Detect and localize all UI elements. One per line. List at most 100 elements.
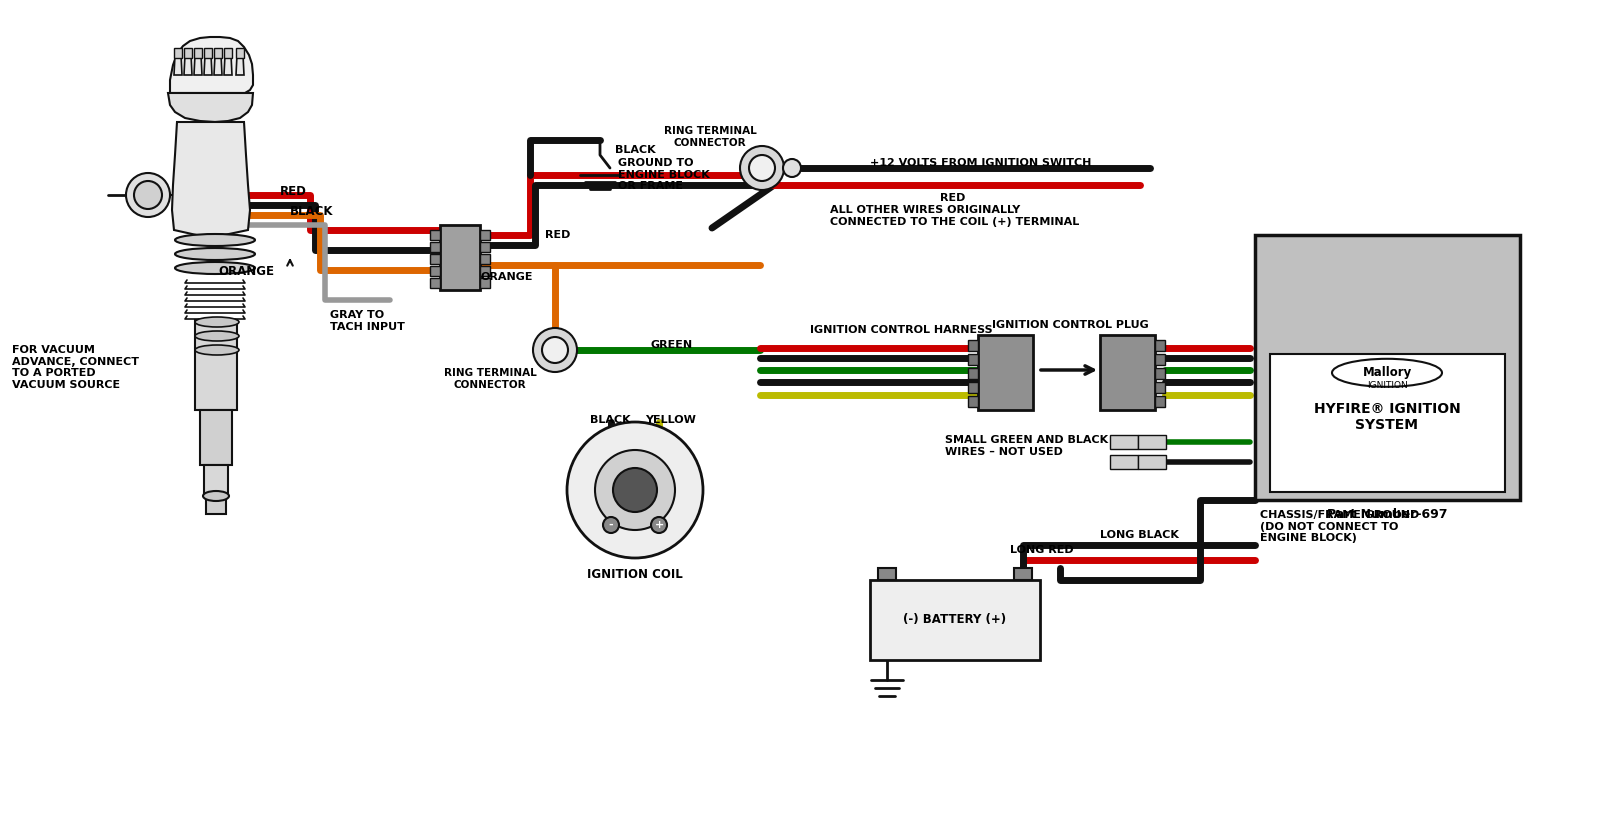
Bar [205, 48, 213, 58]
Circle shape [749, 155, 774, 181]
Bar [1101, 335, 1155, 410]
Polygon shape [237, 55, 245, 75]
Polygon shape [174, 55, 182, 75]
Polygon shape [205, 55, 213, 75]
Polygon shape [194, 55, 202, 75]
Bar [1254, 235, 1520, 500]
Polygon shape [214, 55, 222, 75]
Bar [968, 382, 978, 393]
Text: Mallory: Mallory [1362, 366, 1411, 379]
Ellipse shape [1331, 359, 1442, 387]
Bar [206, 496, 226, 514]
Bar [480, 266, 490, 276]
Text: FOR VACUUM
ADVANCE, CONNECT
TO A PORTED
VACUUM SOURCE: FOR VACUUM ADVANCE, CONNECT TO A PORTED … [13, 345, 139, 390]
Text: CHASSIS/FRAME GROUND
(DO NOT CONNECT TO
ENGINE BLOCK): CHASSIS/FRAME GROUND (DO NOT CONNECT TO … [1261, 510, 1419, 544]
Bar [440, 225, 480, 290]
Bar [224, 48, 232, 58]
Ellipse shape [174, 248, 254, 260]
Bar [480, 278, 490, 288]
Text: ORANGE: ORANGE [480, 272, 533, 282]
Bar [1014, 568, 1032, 580]
Ellipse shape [195, 317, 238, 327]
Bar [194, 48, 202, 58]
Polygon shape [184, 55, 192, 75]
Bar [430, 254, 440, 264]
Text: IGNITION COIL: IGNITION COIL [587, 568, 683, 581]
Text: BLACK: BLACK [290, 205, 333, 218]
Text: YELLOW: YELLOW [645, 415, 696, 425]
Bar [430, 230, 440, 240]
Ellipse shape [195, 331, 238, 341]
Bar [1155, 368, 1165, 379]
Circle shape [134, 181, 162, 209]
Bar [1254, 235, 1285, 355]
Circle shape [566, 422, 702, 558]
Text: GROUND TO
ENGINE BLOCK
OR FRAME: GROUND TO ENGINE BLOCK OR FRAME [618, 158, 710, 192]
Text: RING TERMINAL
CONNECTOR: RING TERMINAL CONNECTOR [664, 126, 757, 148]
Text: BLACK: BLACK [614, 145, 656, 155]
Bar [430, 278, 440, 288]
Circle shape [741, 146, 784, 190]
Text: HYFIRE® IGNITION
SYSTEM: HYFIRE® IGNITION SYSTEM [1314, 402, 1461, 432]
Bar [1110, 435, 1138, 449]
Bar [480, 254, 490, 264]
Bar [1138, 435, 1166, 449]
Bar [1402, 235, 1432, 355]
Bar [214, 48, 222, 58]
Bar [430, 266, 440, 276]
Bar [480, 242, 490, 252]
Polygon shape [224, 55, 232, 75]
Text: Part Number-697: Part Number-697 [1326, 508, 1448, 521]
Bar [968, 340, 978, 351]
Bar [968, 368, 978, 379]
Bar [1155, 354, 1165, 365]
Text: BLACK: BLACK [590, 415, 630, 425]
Text: IGNITION CONTROL HARNESS: IGNITION CONTROL HARNESS [810, 325, 992, 335]
Text: SMALL GREEN AND BLACK
WIRES – NOT USED: SMALL GREEN AND BLACK WIRES – NOT USED [946, 435, 1109, 456]
Bar [184, 48, 192, 58]
Bar [1270, 355, 1506, 492]
Bar [480, 230, 490, 240]
Text: ORANGE: ORANGE [218, 265, 274, 278]
Bar [1432, 235, 1461, 355]
Text: RED: RED [546, 230, 570, 240]
Bar [1461, 235, 1491, 355]
Text: IGNITION CONTROL PLUG: IGNITION CONTROL PLUG [992, 320, 1149, 330]
Text: +12 VOLTS FROM IGNITION SWITCH: +12 VOLTS FROM IGNITION SWITCH [870, 158, 1091, 168]
Text: LONG BLACK: LONG BLACK [1101, 530, 1179, 540]
Text: (-) BATTERY (+): (-) BATTERY (+) [904, 614, 1006, 627]
Text: GRAY TO
TACH INPUT: GRAY TO TACH INPUT [330, 310, 405, 332]
Text: IGNITION: IGNITION [1366, 381, 1408, 390]
Bar [174, 48, 182, 58]
Bar [237, 48, 245, 58]
Bar [1110, 455, 1138, 469]
Bar [968, 396, 978, 407]
Text: -: - [608, 520, 613, 530]
Polygon shape [170, 37, 253, 93]
Text: GREEN: GREEN [650, 340, 693, 350]
Bar [195, 320, 237, 410]
Ellipse shape [195, 345, 238, 355]
Bar [1373, 235, 1402, 355]
Circle shape [603, 517, 619, 533]
Circle shape [533, 328, 578, 372]
Bar [1155, 340, 1165, 351]
Text: RING TERMINAL
CONNECTOR: RING TERMINAL CONNECTOR [443, 368, 536, 390]
Bar [1155, 396, 1165, 407]
Bar [968, 354, 978, 365]
Polygon shape [173, 122, 250, 238]
Bar [200, 410, 232, 465]
Bar [1285, 235, 1314, 355]
Bar [1138, 455, 1166, 469]
Bar [1314, 235, 1344, 355]
Ellipse shape [203, 491, 229, 501]
Bar [870, 580, 1040, 660]
Bar [1344, 235, 1373, 355]
Text: LONG RED: LONG RED [1010, 545, 1074, 555]
Circle shape [542, 337, 568, 363]
Bar [978, 335, 1034, 410]
Text: RED: RED [941, 193, 965, 203]
Text: RED: RED [280, 185, 307, 198]
Circle shape [782, 159, 802, 177]
Ellipse shape [174, 234, 254, 246]
